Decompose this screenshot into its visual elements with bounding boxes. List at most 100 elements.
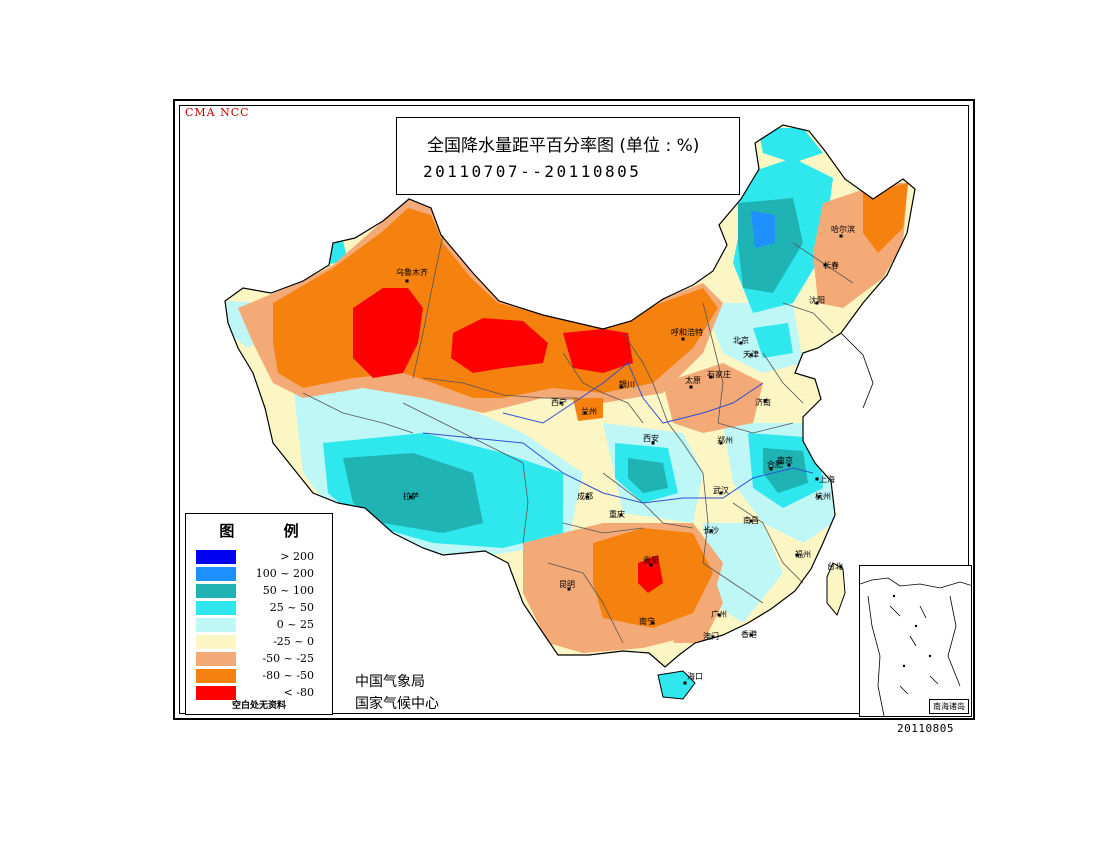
city-marker: [619, 385, 623, 389]
city-marker: [815, 301, 819, 305]
city-marker: [681, 337, 685, 341]
city-marker: [689, 385, 693, 389]
city-marker: [559, 401, 563, 405]
legend-item: -80 ~ -50: [196, 669, 326, 686]
legend-label: -80 ~ -50: [262, 669, 314, 682]
city-marker: [651, 621, 655, 625]
city-label: 重庆: [609, 509, 625, 519]
city-marker: [619, 513, 623, 517]
city-marker: [815, 477, 819, 481]
legend-swatch: [196, 635, 236, 649]
city-label: 西安: [643, 433, 659, 443]
city-marker: [795, 553, 799, 557]
city-label: 济南: [755, 397, 771, 407]
map-period: 20110707--20110805: [423, 162, 642, 181]
legend-label: -25 ~ 0: [273, 635, 314, 648]
city-label: 合肥: [767, 459, 783, 469]
city-label: 福州: [795, 550, 811, 559]
city-label: 南宁: [639, 616, 655, 626]
city-marker: [719, 491, 723, 495]
korea-coastline: [840, 332, 874, 409]
city-marker: [709, 529, 713, 533]
city-label: 天津: [743, 349, 759, 359]
city-marker: [683, 681, 687, 685]
legend-title: 图 例: [219, 522, 321, 540]
city-label: 澳门: [703, 631, 719, 641]
city-marker: [823, 263, 827, 267]
hainan-island: [657, 670, 696, 700]
taiwan-island: [826, 562, 846, 616]
city-label: 广州: [711, 609, 727, 619]
legend-item: 50 ~ 100: [196, 584, 326, 601]
inset-label: 南海诸岛: [929, 699, 969, 714]
city-label: 长沙: [703, 525, 719, 535]
city-marker: [567, 587, 571, 591]
city-marker: [817, 495, 821, 499]
legend-label: 25 ~ 50: [269, 601, 314, 614]
city-marker: [649, 563, 653, 567]
agency-tag: CMA NCC: [185, 106, 250, 119]
legend-swatch: [196, 669, 236, 683]
city-label: 南昌: [743, 515, 759, 525]
city-marker: [711, 635, 715, 639]
city-marker: [585, 495, 589, 499]
title-box: 全国降水量距平百分率图 (单位 : %) 20110707--20110805: [396, 117, 740, 195]
legend-swatch: [196, 550, 236, 564]
legend-swatch: [196, 567, 236, 581]
legend-label: 0 ~ 25: [276, 618, 314, 631]
org-name-cma: 中国气象局: [355, 674, 425, 690]
city-label: 石家庄: [707, 369, 731, 379]
city-marker: [651, 441, 655, 445]
map-frame: 乌鲁木齐 哈尔滨 长春 沈阳 呼和浩特 北京 天津 石家庄 太原 银川 西宁 兰州 济南 西安 郑州 合肥 南京…: [173, 99, 975, 720]
legend-item: 25 ~ 50: [196, 601, 326, 618]
city-label: 郑州: [717, 435, 733, 445]
legend: 图 例 > 200 100 ~ 200 50 ~ 100 25 ~ 50 0 ~…: [185, 513, 333, 715]
legend-label: 50 ~ 100: [262, 584, 314, 597]
city-marker: [839, 234, 843, 238]
city-label: 海口: [687, 671, 703, 681]
city-marker: [719, 441, 723, 445]
legend-swatch: [196, 601, 236, 615]
rivers: [422, 362, 814, 504]
city-marker: [583, 411, 587, 415]
city-label: 兰州: [581, 406, 597, 416]
city-marker: [405, 279, 409, 283]
legend-label: > 200: [280, 550, 314, 563]
legend-item: > 200: [196, 550, 326, 567]
south-china-sea-inset: 南海诸岛: [859, 565, 972, 717]
legend-item: -50 ~ -25: [196, 652, 326, 669]
legend-note: 空白处无资料: [231, 701, 286, 711]
legend-swatch: [196, 584, 236, 598]
city-label: 北京: [733, 335, 749, 345]
legend-label: 100 ~ 200: [255, 567, 314, 580]
city-label: 乌鲁木齐: [396, 267, 428, 277]
org-name-ncc: 国家气候中心: [355, 696, 439, 712]
city-label: 呼和浩特: [671, 327, 703, 337]
legend-swatch: [196, 652, 236, 666]
city-label: 台北: [827, 561, 843, 571]
city-marker: [763, 399, 767, 403]
city-label: 上海: [819, 474, 835, 484]
legend-swatch: [196, 618, 236, 632]
legend-item: -25 ~ 0: [196, 635, 326, 652]
city-label: 成都: [577, 491, 593, 501]
city-label: 香港: [741, 629, 757, 639]
city-marker: [709, 375, 713, 379]
legend-item: 0 ~ 25: [196, 618, 326, 635]
city-marker: [839, 565, 843, 569]
city-marker: [717, 613, 721, 617]
city-label: 杭州: [815, 491, 831, 501]
city-marker: [739, 341, 743, 345]
city-marker: [769, 467, 773, 471]
city-label: 西宁: [551, 397, 567, 407]
legend-swatch: [196, 686, 236, 700]
legend-item: < -80: [196, 686, 326, 703]
inset-map: [860, 577, 971, 716]
city-marker: [787, 463, 791, 467]
city-label: 武汉: [713, 485, 729, 495]
legend-label: -50 ~ -25: [262, 652, 314, 665]
footer-date: 20110805: [897, 722, 954, 735]
city-label: 银川: [619, 379, 635, 389]
